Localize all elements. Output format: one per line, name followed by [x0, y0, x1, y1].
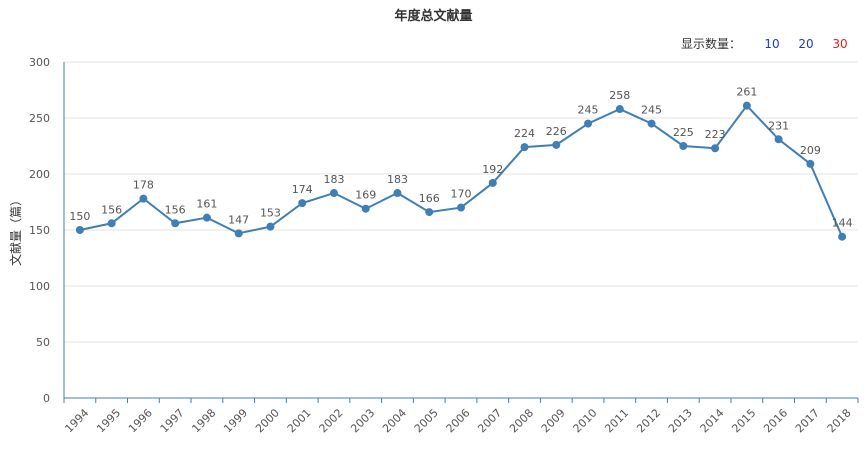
data-point [107, 219, 116, 228]
data-point [520, 143, 529, 152]
x-tick-label: 2003 [348, 406, 377, 435]
data-label: 161 [196, 198, 217, 211]
data-label: 183 [387, 173, 408, 186]
data-label: 223 [705, 128, 726, 141]
x-tick-label: 2018 [825, 406, 854, 435]
data-label: 150 [69, 210, 90, 223]
data-label: 153 [260, 207, 281, 220]
data-label: 178 [133, 179, 154, 192]
x-tick-label: 2004 [380, 406, 409, 435]
data-label: 144 [832, 217, 853, 230]
data-label: 156 [101, 203, 122, 216]
x-tick-label: 1997 [158, 406, 187, 435]
count-option-20[interactable]: 20 [798, 36, 814, 51]
data-label: 147 [228, 213, 249, 226]
data-label: 231 [768, 119, 789, 132]
data-label: 258 [609, 89, 630, 102]
x-tick-label: 2002 [317, 406, 346, 435]
data-label: 169 [355, 189, 376, 202]
data-point [806, 159, 815, 168]
data-label: 192 [482, 163, 503, 176]
data-label: 166 [419, 192, 440, 205]
data-label: 174 [292, 183, 313, 196]
data-point [711, 144, 720, 153]
x-tick-label: 2016 [761, 406, 790, 435]
data-label: 225 [673, 126, 694, 139]
series-line [79, 104, 844, 238]
y-tick-label: 150 [29, 224, 50, 237]
x-tick-label: 1995 [94, 406, 123, 435]
data-point [615, 105, 624, 114]
data-label: 183 [323, 173, 344, 186]
x-tick-label: 2006 [444, 406, 473, 435]
data-label: 226 [546, 125, 567, 138]
data-point [234, 229, 243, 238]
data-label: 170 [451, 188, 472, 201]
x-tick-label: 2005 [412, 406, 441, 435]
x-tick-label: 2014 [698, 406, 727, 435]
y-tick-label: 0 [43, 392, 50, 405]
x-tick-label: 2011 [602, 406, 631, 435]
x-tick-label: 2015 [729, 406, 758, 435]
data-point [171, 219, 180, 228]
data-point [584, 119, 593, 128]
data-point [742, 101, 751, 110]
count-option-10[interactable]: 10 [764, 36, 780, 51]
data-point [679, 142, 688, 150]
y-axis-title: 文献量（篇） [8, 194, 23, 266]
data-point [139, 194, 148, 203]
data-label: 156 [165, 203, 186, 216]
data-point [393, 189, 402, 198]
data-point [647, 119, 656, 128]
data-point [488, 178, 497, 187]
data-label: 209 [800, 144, 821, 157]
data-label: 245 [578, 104, 599, 117]
count-option-30[interactable]: 30 [832, 36, 848, 51]
chart-title: 年度总文献量 [394, 9, 473, 24]
x-tick-label: 2012 [634, 406, 663, 435]
y-tick-label: 100 [29, 280, 50, 293]
data-point [298, 199, 307, 208]
y-tick-label: 250 [29, 112, 50, 125]
data-point [425, 208, 434, 217]
x-tick-label: 1999 [221, 406, 250, 435]
data-point [202, 213, 211, 222]
data-point [361, 204, 370, 213]
data-point [774, 135, 783, 144]
data-label: 245 [641, 104, 662, 117]
x-tick-label: 1994 [62, 406, 91, 435]
count-selector: 显示数量： 10 20 30 [681, 35, 857, 52]
data-point [457, 203, 465, 212]
x-tick-label: 2013 [666, 406, 695, 435]
x-tick-label: 2008 [507, 406, 536, 435]
x-tick-label: 2007 [475, 406, 504, 435]
x-tick-label: 2010 [571, 406, 600, 435]
y-tick-label: 50 [36, 336, 50, 349]
x-tick-label: 1996 [126, 406, 155, 435]
y-tick-label: 300 [29, 56, 50, 69]
count-selector-label: 显示数量： [680, 37, 741, 51]
data-point [838, 232, 847, 241]
data-point [75, 226, 84, 234]
data-label: 224 [514, 127, 535, 140]
data-point [329, 189, 338, 198]
data-point [552, 140, 561, 149]
x-tick-label: 2009 [539, 406, 568, 435]
x-tick-label: 2017 [793, 406, 822, 435]
x-tick-label: 2001 [285, 406, 314, 435]
x-tick-label: 1998 [189, 406, 218, 435]
data-point [266, 222, 275, 231]
data-label: 261 [736, 86, 757, 99]
y-tick-label: 200 [29, 168, 50, 181]
x-tick-label: 2000 [253, 406, 282, 435]
